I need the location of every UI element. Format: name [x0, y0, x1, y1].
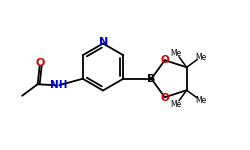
Text: Me: Me	[195, 52, 206, 62]
Text: O: O	[160, 93, 169, 103]
Text: NH: NH	[50, 80, 68, 90]
Text: O: O	[36, 58, 45, 68]
Text: B: B	[147, 74, 156, 84]
Text: Me: Me	[195, 96, 206, 105]
Text: N: N	[98, 37, 108, 47]
Text: O: O	[160, 55, 169, 65]
Text: Me: Me	[171, 100, 182, 109]
Text: Me: Me	[171, 49, 182, 58]
